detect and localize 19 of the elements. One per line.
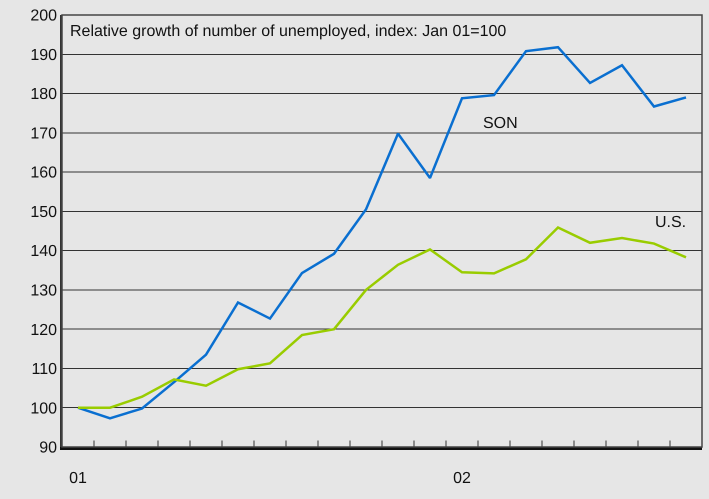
y-tick-label: 90 (39, 440, 58, 457)
x-tick-label: 01 (69, 470, 87, 487)
y-tick-label: 150 (30, 204, 58, 221)
line-series (76, 46, 688, 420)
y-tick-label: 170 (30, 125, 58, 142)
y-tick-label: 160 (30, 164, 58, 182)
text: Relative growth of number of unemployed, index: Jan 01=100 (70, 23, 506, 40)
line-series (76, 226, 688, 409)
y-tick-label: 190 (30, 46, 58, 64)
y-tick-label: 100 (30, 400, 58, 418)
y-tick-label: 120 (30, 322, 58, 339)
series-label: U.S. (655, 214, 686, 231)
y-tick-label: 140 (30, 243, 58, 260)
y-tick-label: 130 (30, 282, 58, 300)
series-label: SON (483, 115, 518, 132)
y-tick-label: 110 (32, 361, 58, 378)
y-tick-label: 200 (30, 8, 58, 25)
y-tick-label: 180 (30, 86, 58, 104)
x-tick-label: 02 (453, 470, 471, 487)
